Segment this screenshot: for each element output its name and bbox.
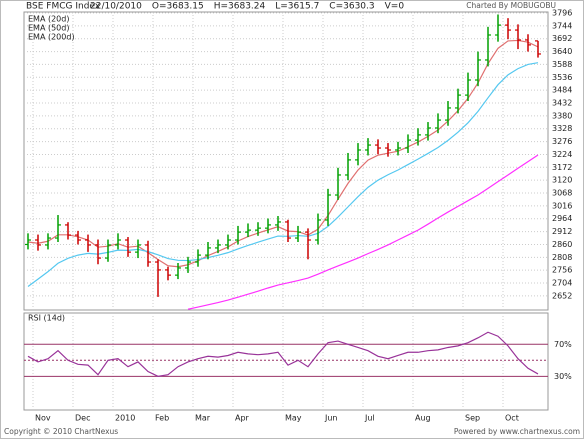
y-tick-label: 3016 [552, 201, 572, 210]
y-tick-label: 3744 [552, 21, 572, 30]
y-tick-label: 3068 [552, 189, 572, 198]
rsi-tick-label: 30% [554, 372, 572, 381]
x-tick-label: Oct [505, 414, 519, 423]
header-info: L=3615.7 [275, 2, 319, 12]
credit: Charted By MOBUGOBU [466, 1, 556, 10]
y-tick-label: 3536 [552, 73, 572, 82]
header-info: O=3683.15 [152, 2, 204, 12]
ema-line [27, 39, 539, 268]
y-tick-label: 3380 [552, 111, 572, 120]
x-tick-label: Mar [195, 414, 211, 423]
y-tick-label: 3588 [552, 60, 572, 69]
y-tick-label: 3328 [552, 124, 572, 133]
rsi-title: RSI (14d) [28, 314, 65, 323]
y-tick-label: 2652 [552, 291, 572, 300]
y-tick-label: 3432 [552, 99, 572, 108]
x-tick-label: Apr [235, 414, 250, 423]
y-tick-label: 3120 [552, 176, 572, 185]
y-tick-label: 2704 [552, 279, 572, 288]
header-info: 22/10/2010 [90, 2, 142, 12]
legend-entry: EMA (200d) [28, 33, 75, 42]
y-tick-label: 3224 [552, 150, 572, 159]
header-info: C=3630.3 [329, 2, 374, 12]
legend-entry: EMA (20d) [28, 15, 69, 24]
ema-line [187, 154, 539, 310]
x-tick-label: Jul [364, 414, 375, 423]
y-tick-label: 2964 [552, 214, 572, 223]
y-tick-label: 2912 [552, 227, 572, 236]
copyright: Copyright © 2010 ChartNexus [4, 427, 118, 436]
chart-title: BSE FMCG Index [26, 2, 101, 12]
y-tick-label: 3692 [552, 34, 572, 43]
x-tick-label: 2010 [115, 414, 135, 423]
x-tick-label: May [285, 414, 302, 423]
ema-line [27, 62, 539, 287]
x-tick-label: Feb [155, 414, 169, 423]
y-tick-label: 3640 [552, 47, 572, 56]
rsi-tick-label: 70% [554, 340, 572, 349]
y-tick-label: 2860 [552, 240, 572, 249]
rsi-panel [23, 312, 549, 411]
powered-by: Powered by www.chartnexus.com [454, 427, 580, 436]
y-tick-label: 3172 [552, 163, 572, 172]
y-tick-label: 2808 [552, 253, 572, 262]
x-tick-label: Jun [324, 414, 338, 423]
x-tick-label: Dec [75, 414, 90, 423]
x-tick-label: Aug [415, 414, 431, 423]
y-tick-label: 3276 [552, 137, 572, 146]
header-info: H=3683.24 [214, 2, 266, 12]
header-info: V=0 [385, 2, 405, 12]
legend-entry: EMA (50d) [28, 24, 69, 33]
price-panel [23, 11, 549, 311]
y-tick-label: 3484 [552, 86, 572, 95]
y-tick-label: 2756 [552, 266, 572, 275]
rsi-line [27, 331, 539, 377]
y-tick-label: 3796 [552, 8, 572, 17]
x-tick-label: Nov [35, 414, 51, 423]
x-tick-label: Sep [465, 414, 480, 423]
